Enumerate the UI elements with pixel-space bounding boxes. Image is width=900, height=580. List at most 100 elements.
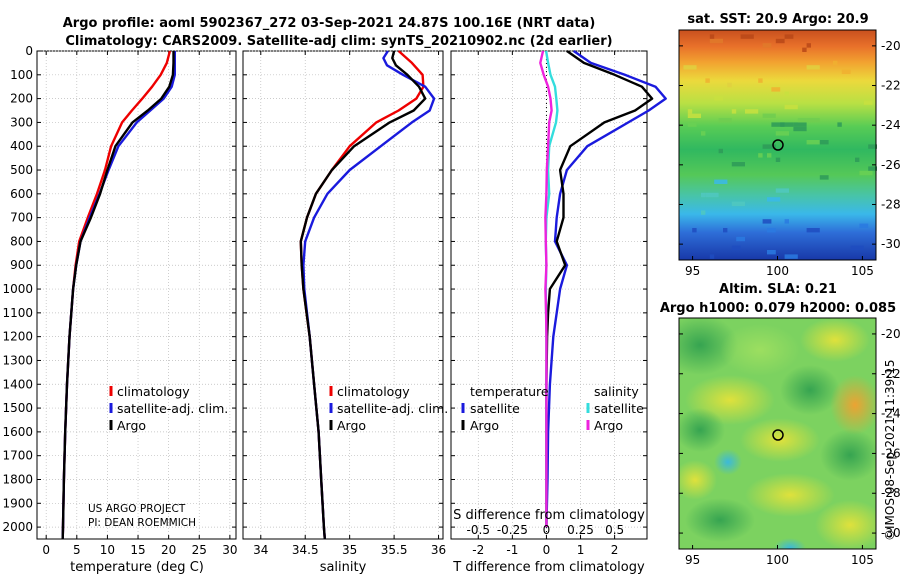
ytick-label-2000: 2000 <box>2 520 33 534</box>
sst-pixel <box>811 65 820 70</box>
map-ytick-label--20: -20 <box>881 39 900 53</box>
temperature-gridlines <box>37 50 236 539</box>
sst-map-texture <box>683 34 877 259</box>
sst-pixel <box>784 91 789 96</box>
sla-map-title-line1: Altim. SLA: 0.21 <box>719 282 837 297</box>
ytick-label-1800: 1800 <box>2 472 33 486</box>
series-line-s-argo <box>539 50 553 528</box>
sst-pixel <box>775 38 785 44</box>
sst-pixel <box>771 87 781 92</box>
sst-pixel <box>723 228 728 233</box>
salinity-legend: climatology satellite-adj. clim. Argo <box>329 384 448 433</box>
map-ytick-label--26: -26 <box>881 446 900 460</box>
map-xtick-label-105: 105 <box>851 264 874 278</box>
salinity-axes-frame <box>242 50 444 540</box>
sst-pixel <box>701 210 706 215</box>
legend-label-t-satellite: satellite <box>470 401 520 416</box>
xtick-label-5: 5 <box>73 543 81 557</box>
salinity-xlabel: salinity <box>320 560 367 575</box>
sst-pixel <box>731 162 745 167</box>
s-tick-label--0.25: -0.25 <box>497 523 528 537</box>
sst-pixel <box>784 34 794 39</box>
ytick-label-1400: 1400 <box>2 377 33 391</box>
sst-pixel <box>718 118 732 123</box>
sst-pixel <box>727 82 732 88</box>
ytick-label-400: 400 <box>10 139 33 153</box>
temperature-axes-frame <box>36 50 237 540</box>
sst-map-title: sat. SST: 20.9 Argo: 20.9 <box>687 12 868 27</box>
sst-pixel <box>868 144 877 149</box>
sst-pixel <box>709 38 723 44</box>
sst-pixel <box>775 188 789 193</box>
sst-map-ticks: 95 100 105 -20 -22 -24 -26 -28 -30 <box>679 39 900 278</box>
xtick-label-35: 35 <box>342 543 357 557</box>
sst-pixel <box>687 109 693 114</box>
legend-label-satellite-adj: satellite-adj. clim. <box>337 401 448 416</box>
ytick-label-1200: 1200 <box>2 330 33 344</box>
sst-pixel <box>705 78 710 83</box>
sla-map-panel: Altim. SLA: 0.21 Argo h1000: 0.079 h2000… <box>660 282 900 567</box>
sst-pixel <box>758 153 763 158</box>
sst-pixel <box>762 113 776 118</box>
map-ytick-label--30: -30 <box>881 237 900 251</box>
ytick-label-1700: 1700 <box>2 449 33 463</box>
xtick-label-0: 0 <box>42 543 50 557</box>
figure-title-line2: Climatology: CARS2009. Satellite-adj cli… <box>65 34 612 49</box>
xtick-label-1: 1 <box>577 543 585 557</box>
sst-pixel <box>701 131 706 136</box>
sla-map-heatmap <box>679 318 876 549</box>
ytick-label-1100: 1100 <box>2 306 33 320</box>
sst-pixel <box>819 175 829 180</box>
xtick-label-2: 2 <box>611 543 619 557</box>
sst-pixel <box>797 118 807 123</box>
temperature-legend: climatology satellite-adj. clim. Argo <box>109 384 228 433</box>
legend-label-argo: Argo <box>337 418 366 433</box>
map-xtick-label-95: 95 <box>685 553 700 567</box>
ytick-label-500: 500 <box>10 163 33 177</box>
map-ytick-label--24: -24 <box>881 118 900 132</box>
sst-pixel <box>762 43 772 48</box>
xtick-label-0: 0 <box>543 543 551 557</box>
map-ytick-label--20: -20 <box>881 327 900 341</box>
series-line-argo <box>299 50 427 540</box>
xtick-label-10: 10 <box>100 543 115 557</box>
legend-label-s-satellite: satellite <box>594 401 644 416</box>
sst-pixel <box>793 122 807 127</box>
map-ytick-label--24: -24 <box>881 407 900 421</box>
ytick-label-1000: 1000 <box>2 282 33 296</box>
sst-pixel <box>868 166 877 171</box>
ytick-label-1500: 1500 <box>2 401 33 415</box>
sst-pixel <box>731 201 745 206</box>
ytick-label-800: 800 <box>10 234 33 248</box>
sst-pixel <box>850 245 864 250</box>
t-difference-xlabel: T difference from climatology <box>452 560 645 575</box>
sst-pixel <box>687 113 701 118</box>
sst-pixel <box>758 78 763 83</box>
s-difference-ticks: -0.5 -0.25 0 0.25 0.5 <box>467 523 625 537</box>
difference-series <box>539 50 667 528</box>
salinity-series <box>299 50 436 540</box>
sst-pixel <box>859 170 873 176</box>
s-tick-label-0: 0 <box>543 523 551 537</box>
sst-pixel <box>731 245 741 250</box>
credit-pi: PI: DEAN ROEMMICH <box>88 517 196 529</box>
sst-pixel <box>731 109 737 114</box>
temperature-panel: 0100200300400500600700800900100011001200… <box>2 44 237 575</box>
ytick-label-1900: 1900 <box>2 496 33 510</box>
map-ytick-label--28: -28 <box>881 486 900 500</box>
series-line-t-satellite <box>545 50 667 528</box>
sst-pixel <box>841 69 851 74</box>
xtick-label--1: -1 <box>506 543 518 557</box>
legend-title-salinity: salinity <box>594 384 639 399</box>
sst-pixel <box>784 219 789 224</box>
sla-argo-location-marker <box>772 429 784 441</box>
sst-pixel <box>767 197 781 202</box>
xtick-label-36: 36 <box>431 543 446 557</box>
imos-timestamp: ©IMOS 08-Sep-2021 11:39:15 <box>883 359 897 541</box>
ytick-label-1300: 1300 <box>2 353 33 367</box>
legend-label-t-argo: Argo <box>470 418 499 433</box>
legend-label-s-argo: Argo <box>594 418 623 433</box>
ytick-label-600: 600 <box>10 187 33 201</box>
sst-pixel <box>855 157 860 162</box>
xtick-label-35.5: 35.5 <box>381 543 408 557</box>
